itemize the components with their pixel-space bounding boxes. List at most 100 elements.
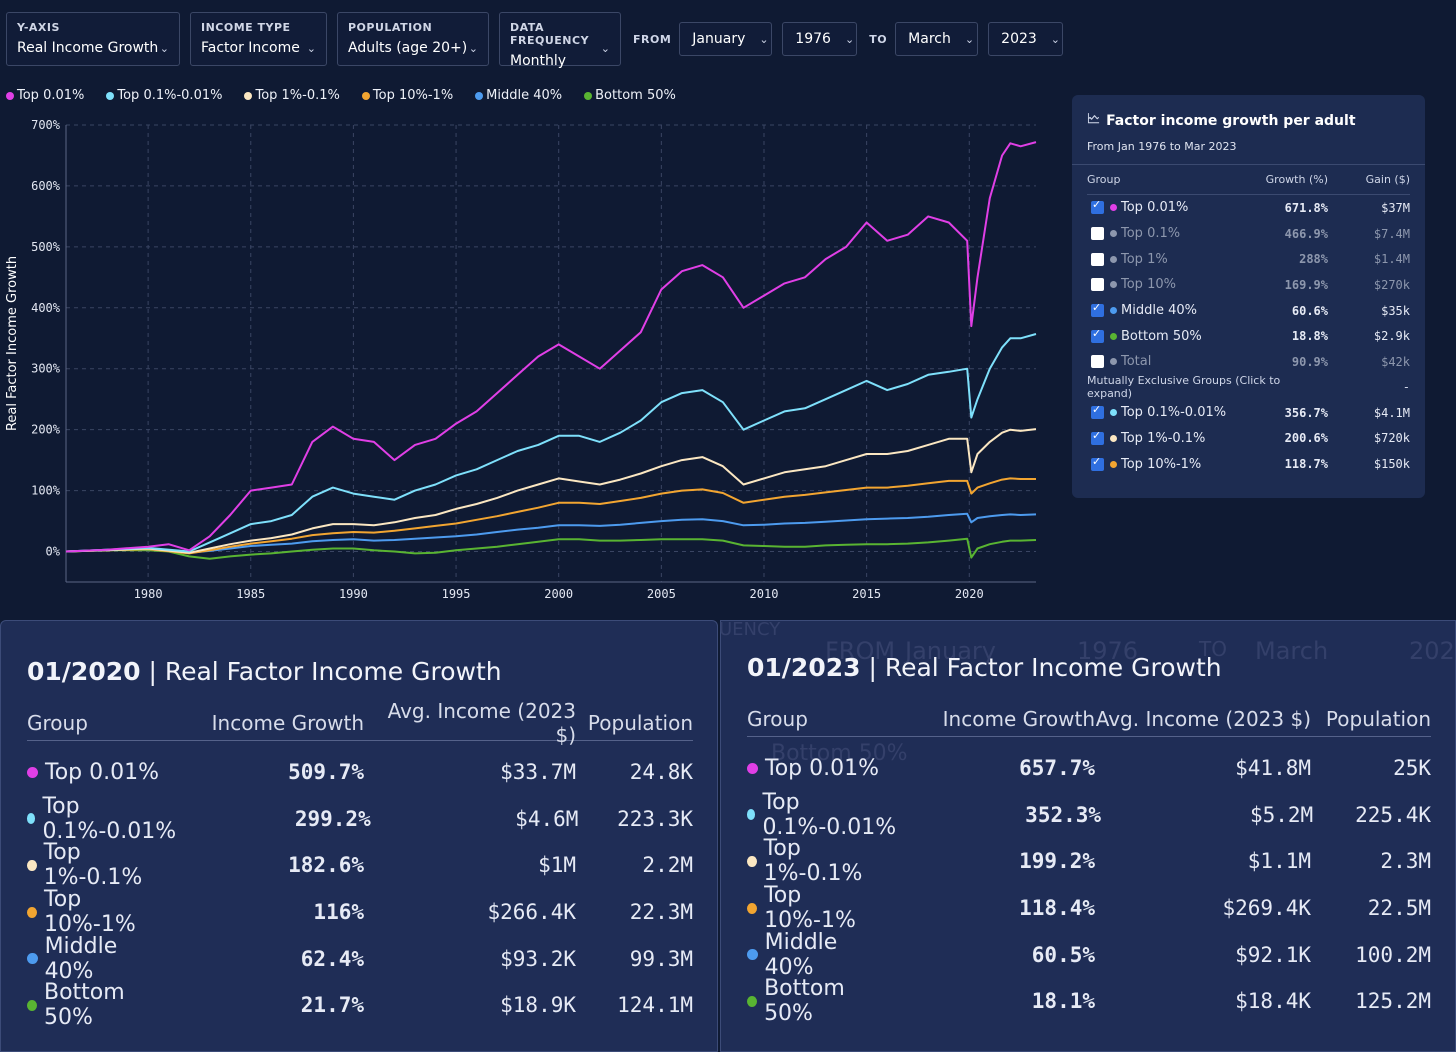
summary-row[interactable]: Bottom 50% 18.8% $2.9k — [1087, 323, 1410, 349]
income-growth-value: 352.3% — [1025, 802, 1102, 827]
group-label: Top 0.01% — [1121, 200, 1189, 216]
group-dot — [1110, 332, 1117, 340]
group-dot — [1110, 204, 1117, 212]
group-dot — [27, 813, 36, 825]
summary-row[interactable]: Top 10% 169.9% $270k — [1087, 272, 1410, 298]
series-line-2 — [65, 428, 1037, 554]
ghost-from: FROM — [825, 637, 896, 665]
summary-row[interactable]: Top 10%-1% 118.7% $150k — [1087, 451, 1410, 477]
checkbox[interactable] — [1091, 429, 1104, 445]
legend-item[interactable]: Top 1%-0.1% — [244, 88, 340, 103]
legend-item[interactable]: Top 0.01% — [6, 88, 84, 103]
y-tick-label: 700% — [31, 118, 61, 132]
legend-swatch — [584, 91, 593, 100]
legend-label: Top 10%-1% — [372, 88, 454, 103]
income-type-select[interactable]: INCOME TYPE Factor Income ⌄ — [190, 12, 327, 66]
summary-row[interactable]: Top 1%-0.1% 200.6% $720k — [1087, 426, 1410, 452]
x-tick-label: 2020 — [955, 587, 984, 601]
legend-item[interactable]: Bottom 50% — [584, 88, 676, 103]
income-growth-value: 509.7% — [288, 760, 364, 785]
group-label: Top 10%-1% — [44, 887, 136, 938]
summary-row[interactable]: Middle 40% 60.6% $35k — [1087, 298, 1410, 324]
summary-table-header: Group Growth (%) Gain ($) — [1087, 165, 1410, 195]
summary-row[interactable]: Top 1% 288% $1.4M — [1087, 246, 1410, 272]
series-line-4 — [65, 512, 1037, 554]
growth-value: 118.7% — [1284, 457, 1328, 472]
checkbox[interactable] — [1091, 403, 1104, 420]
population-value: 100.2M — [1355, 942, 1431, 967]
tooltip-table-header: Group Income Growth Avg. Income (2023 $) Po… — [747, 701, 1431, 737]
group-dot — [27, 999, 37, 1011]
avg-income-value: $1.1M — [1247, 849, 1311, 874]
summary-row[interactable]: Top 0.1% 466.9% $7.4M — [1087, 221, 1410, 247]
group-label: Top 0.1%-0.01% — [762, 789, 897, 840]
data-frequency-value: Monthly — [510, 53, 567, 69]
gain-value: $270k — [1373, 277, 1410, 292]
tooltip-row: Top 0.1%-0.01% 299.2% $4.6M 223.3K — [27, 794, 693, 844]
checkbox[interactable] — [1091, 455, 1104, 471]
population-value: 99.3M — [629, 946, 693, 971]
group-label: Top 1%-0.1% — [43, 840, 143, 891]
series-line-5 — [65, 537, 1037, 560]
ghost-to-month: March — [1255, 637, 1329, 665]
checkbox[interactable] — [1091, 355, 1104, 369]
y-tick-label: 600% — [31, 179, 61, 193]
checkbox[interactable] — [1091, 252, 1104, 266]
legend-swatch — [475, 91, 484, 100]
legend-item[interactable]: Middle 40% — [475, 88, 562, 103]
checkbox[interactable] — [1091, 198, 1104, 215]
population-value: 2.3M — [1380, 849, 1431, 874]
col-group: Group — [1087, 173, 1121, 186]
checkbox[interactable] — [1091, 278, 1104, 292]
gain-value: $7.4M — [1373, 226, 1410, 241]
ghost-frequency: UENCY — [719, 619, 781, 640]
mutually-exclusive-toggle[interactable]: Mutually Exclusive Groups (Click to expa… — [1087, 374, 1410, 400]
population-value: 225.4K — [1355, 802, 1431, 827]
checkbox[interactable] — [1091, 227, 1104, 241]
group-label: Bottom 50% — [764, 976, 845, 1027]
population-select[interactable]: POPULATION Adults (age 20+) ⌄ — [337, 12, 489, 66]
growth-value: 288% — [1299, 252, 1328, 267]
legend-label: Top 0.01% — [17, 88, 85, 103]
checkbox[interactable] — [1091, 301, 1104, 318]
tooltip-table: Group Income Growth Avg. Income (2023 $) Po… — [27, 699, 693, 1031]
tooltip-row: Top 10%-1% 118.4% $269.4K 22.5M — [747, 883, 1431, 933]
y-axis-value: Real Income Growth — [17, 40, 159, 56]
legend-item[interactable]: Top 0.1%-0.01% — [106, 88, 222, 103]
tooltip-date: 01/2023 — [747, 653, 861, 682]
group-label: Bottom 50% — [43, 980, 125, 1031]
y-axis-select[interactable]: Y-AXIS Real Income Growth ⌄ — [6, 12, 180, 66]
avg-income-value: $93.2K — [500, 946, 576, 971]
summary-panel: 🗠 Factor income growth per adult From Ja… — [1072, 95, 1425, 498]
summary-row[interactable]: Total 90.9% $42k — [1087, 349, 1410, 375]
population-value: 125.2M — [1355, 989, 1431, 1014]
to-year-value: 2023 — [1001, 31, 1037, 47]
from-year-select[interactable]: 1976 ⌄ — [782, 22, 858, 56]
group-dot — [747, 995, 758, 1007]
income-growth-value: 18.1% — [1031, 989, 1095, 1014]
to-year-select[interactable]: 2023 ⌄ — [988, 22, 1064, 56]
group-label: Top 10%-1% — [1121, 456, 1202, 472]
group-dot — [1110, 281, 1117, 289]
income-growth-value: 62.4% — [300, 946, 364, 971]
gain-value: $37M — [1381, 200, 1410, 215]
population-value: 22.3M — [629, 900, 693, 925]
avg-income-value: $4.6M — [515, 806, 579, 831]
legend-item[interactable]: Top 10%-1% — [361, 88, 454, 103]
to-month-select[interactable]: March ⌄ — [895, 22, 979, 56]
x-tick-label: 2010 — [750, 587, 779, 601]
from-month-select[interactable]: January ⌄ — [679, 22, 773, 56]
group-label: Top 1%-0.1% — [763, 836, 863, 887]
line-chart-icon: 🗠 — [1087, 112, 1101, 127]
group-label: Top 1%-0.1% — [1121, 430, 1206, 446]
legend-label: Bottom 50% — [595, 88, 676, 103]
summary-row[interactable]: Top 0.01% 671.8% $37M — [1087, 195, 1410, 221]
summary-row[interactable]: Top 0.1%-0.01% 356.7% $4.1M — [1087, 400, 1410, 426]
checkbox[interactable] — [1091, 327, 1104, 343]
population-label: POPULATION — [348, 21, 433, 34]
summary-table: Group Growth (%) Gain ($) Top 0.01% 671.8… — [1072, 165, 1425, 477]
gain-value: $1.4M — [1373, 252, 1410, 267]
from-month-value: January — [692, 31, 746, 47]
chevron-down-icon: ⌄ — [468, 42, 478, 55]
data-frequency-select[interactable]: DATA FREQUENCY Monthly ⌄ — [499, 12, 621, 69]
